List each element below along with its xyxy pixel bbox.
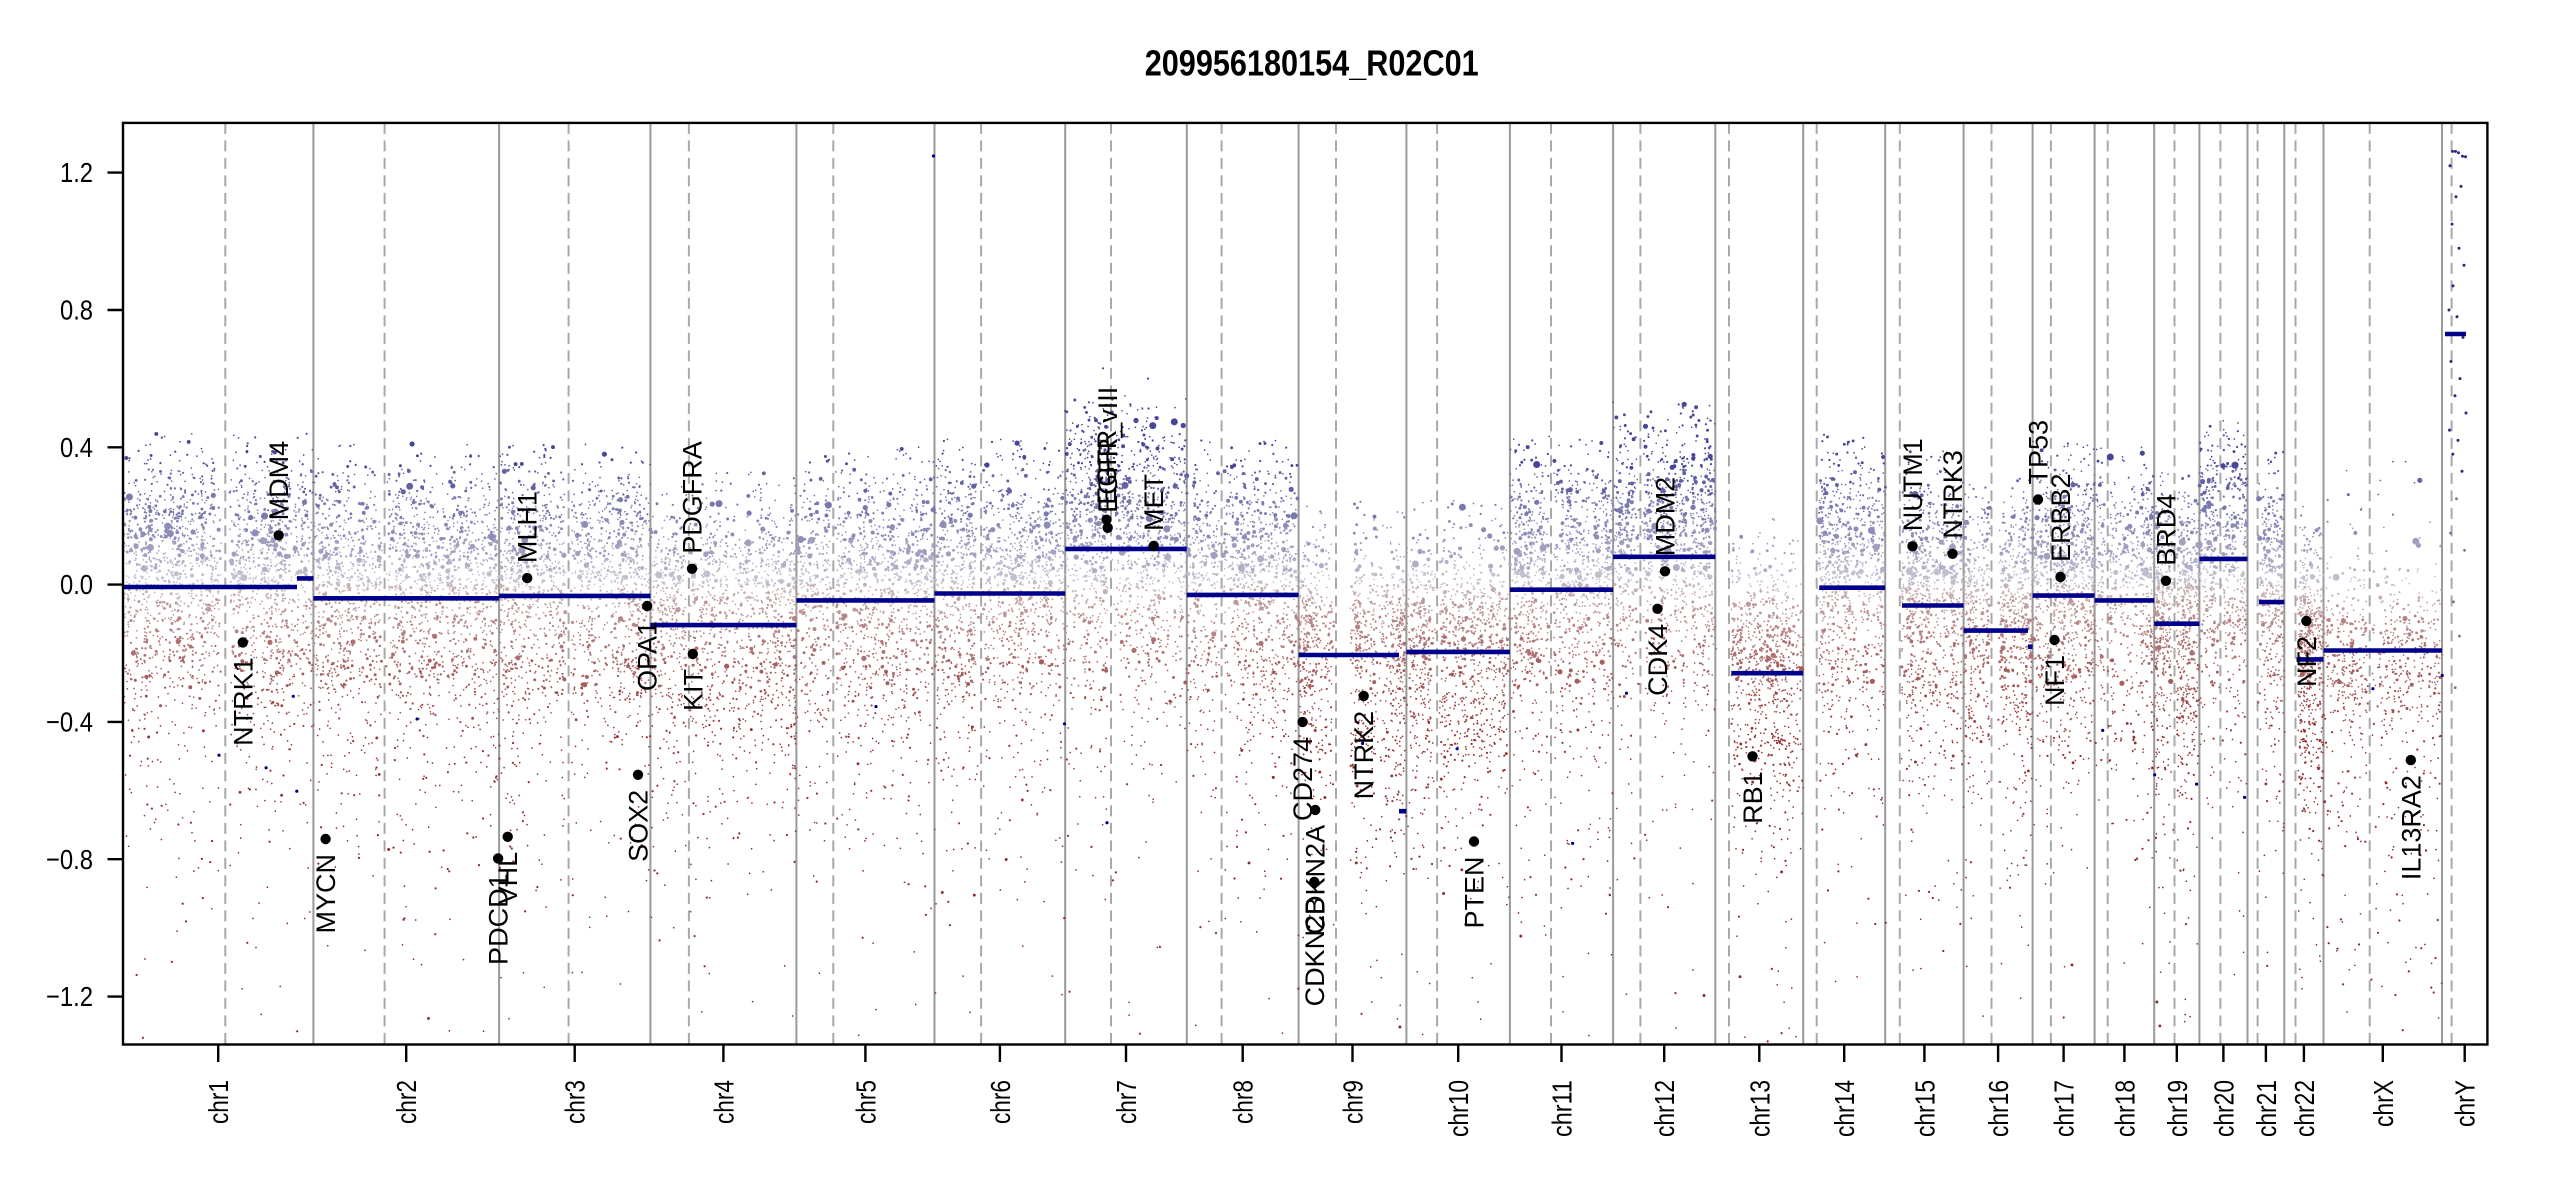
svg-text:CDKN2A: CDKN2A <box>1301 825 1331 935</box>
svg-text:chr19: chr19 <box>2162 1080 2193 1137</box>
svg-text:chr16: chr16 <box>1983 1080 2014 1137</box>
svg-text:TP53: TP53 <box>2024 420 2054 485</box>
svg-text:chr2: chr2 <box>391 1080 422 1124</box>
svg-text:chr12: chr12 <box>1649 1080 1680 1137</box>
svg-text:0.4: 0.4 <box>60 432 93 463</box>
svg-text:chr8: chr8 <box>1228 1080 1259 1124</box>
svg-text:−1.2: −1.2 <box>46 981 93 1012</box>
svg-text:−0.4: −0.4 <box>46 707 93 738</box>
svg-text:CDKN2B: CDKN2B <box>1300 897 1330 1007</box>
svg-text:IL13RA2: IL13RA2 <box>2396 775 2426 880</box>
svg-text:ERBB2: ERBB2 <box>2046 473 2076 562</box>
svg-text:NF2: NF2 <box>2292 636 2322 687</box>
svg-text:chr5: chr5 <box>850 1080 881 1124</box>
svg-text:EGFR: EGFR <box>1092 430 1122 505</box>
svg-text:chr3: chr3 <box>560 1080 591 1124</box>
svg-text:chr10: chr10 <box>1443 1080 1474 1137</box>
svg-text:chr21: chr21 <box>2251 1080 2282 1137</box>
svg-text:CD274: CD274 <box>1288 737 1318 821</box>
svg-text:SOX2: SOX2 <box>624 790 654 862</box>
svg-text:KIT: KIT <box>678 669 708 711</box>
svg-text:chr13: chr13 <box>1744 1080 1775 1137</box>
svg-text:RB1: RB1 <box>1738 771 1768 824</box>
svg-text:PDGFRA: PDGFRA <box>678 441 708 554</box>
svg-text:0.0: 0.0 <box>60 569 93 600</box>
svg-text:BRD4: BRD4 <box>2151 494 2181 566</box>
svg-text:chrX: chrX <box>2368 1080 2399 1127</box>
svg-text:1.2: 1.2 <box>60 157 93 188</box>
svg-text:chr7: chr7 <box>1111 1080 1142 1124</box>
svg-text:MYCN: MYCN <box>311 854 341 934</box>
svg-text:OPA1: OPA1 <box>633 621 663 691</box>
svg-text:chrY: chrY <box>2450 1080 2481 1127</box>
svg-text:NTRK2: NTRK2 <box>1349 711 1379 800</box>
svg-text:MDM4: MDM4 <box>264 441 294 521</box>
svg-text:chr11: chr11 <box>1547 1080 1578 1137</box>
svg-text:PDCD1: PDCD1 <box>484 873 514 965</box>
svg-text:MET: MET <box>1139 474 1169 531</box>
svg-text:PTEN: PTEN <box>1460 857 1490 929</box>
svg-text:chr4: chr4 <box>708 1080 739 1124</box>
svg-text:VHL: VHL <box>493 852 523 905</box>
svg-text:chr22: chr22 <box>2289 1080 2320 1137</box>
svg-text:chr1: chr1 <box>203 1080 234 1124</box>
svg-text:NTRK3: NTRK3 <box>1938 450 1968 539</box>
svg-text:NF1: NF1 <box>2040 655 2070 706</box>
svg-text:chr20: chr20 <box>2208 1080 2239 1137</box>
svg-text:209956180154_R02C01: 209956180154_R02C01 <box>1145 43 1479 84</box>
svg-text:chr18: chr18 <box>2109 1080 2140 1137</box>
svg-text:chr17: chr17 <box>2049 1080 2080 1137</box>
svg-text:NUTM1: NUTM1 <box>1898 438 1928 531</box>
svg-text:chr6: chr6 <box>985 1080 1016 1124</box>
svg-text:EGFR_vIII: EGFR_vIII <box>1093 387 1123 513</box>
svg-text:chr9: chr9 <box>1338 1080 1369 1124</box>
svg-text:0.8: 0.8 <box>60 295 93 326</box>
svg-text:−0.8: −0.8 <box>46 844 93 875</box>
svg-text:MLH1: MLH1 <box>513 491 543 563</box>
svg-text:chr14: chr14 <box>1829 1080 1860 1137</box>
svg-text:CDK4: CDK4 <box>1643 624 1673 696</box>
svg-text:chr15: chr15 <box>1909 1080 1940 1137</box>
svg-text:NTRK1: NTRK1 <box>228 657 258 746</box>
svg-text:MDM2: MDM2 <box>1651 477 1681 557</box>
